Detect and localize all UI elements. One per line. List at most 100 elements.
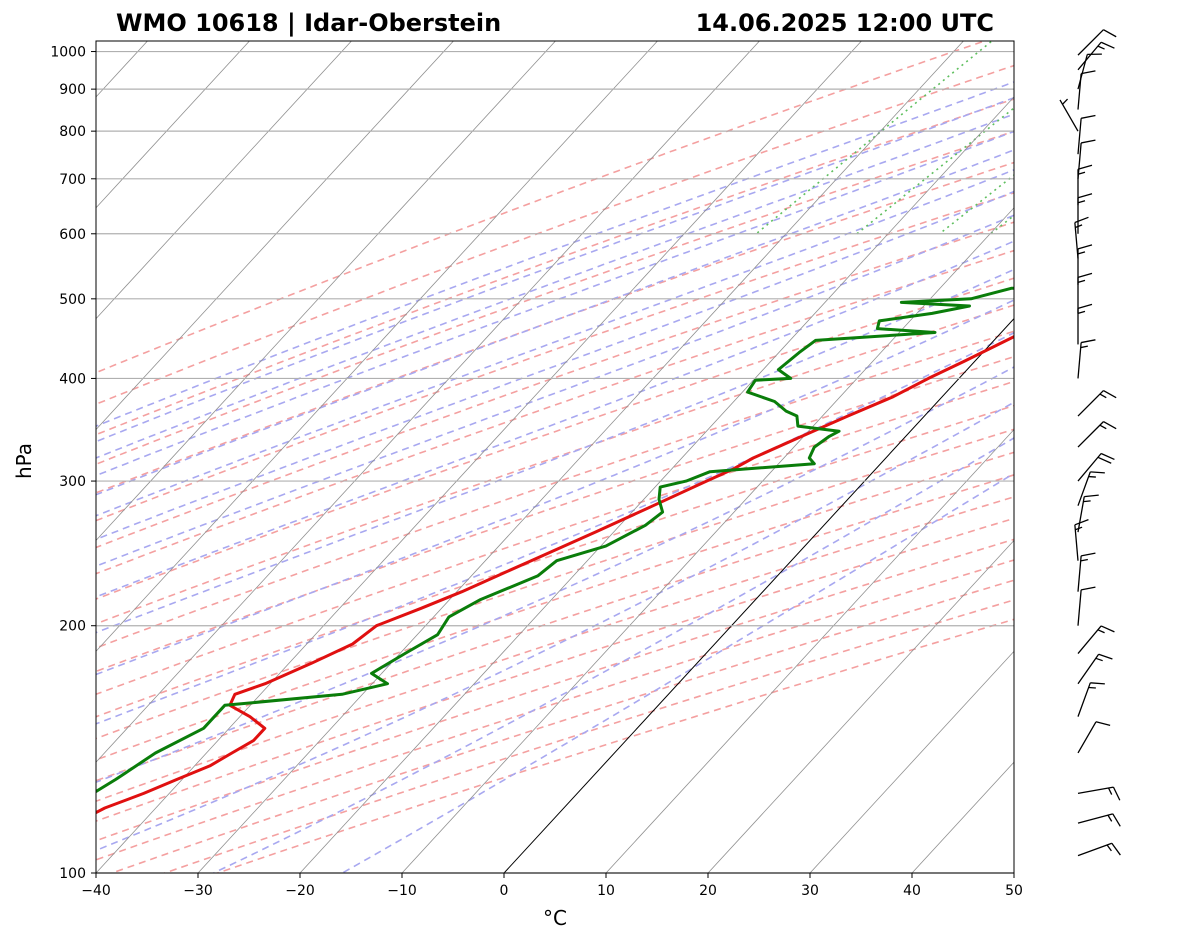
dry-adiabat xyxy=(96,496,1014,803)
x-tick-label: 30 xyxy=(801,883,819,899)
moist-adiabat xyxy=(96,331,1014,725)
wind-barb xyxy=(1077,721,1111,754)
y-tick-label: 700 xyxy=(59,172,86,188)
isotherm xyxy=(96,41,250,209)
wind-barb xyxy=(1077,70,1096,110)
wind-barb xyxy=(1077,53,1102,90)
x-tick-label: −40 xyxy=(81,883,111,899)
wind-barb xyxy=(1077,494,1099,533)
moist-adiabat xyxy=(96,299,1014,676)
isotherm xyxy=(401,207,1014,873)
isotherm xyxy=(197,41,964,873)
dry-adiabat xyxy=(96,64,1014,406)
moist-adiabat xyxy=(96,113,1014,459)
moist-adiabat xyxy=(96,81,1014,428)
isotherm xyxy=(96,41,658,652)
x-tick-label: 50 xyxy=(1005,883,1023,899)
x-tick-label: 40 xyxy=(903,883,921,899)
dry-adiabat xyxy=(96,474,1014,782)
wind-barb xyxy=(1077,813,1121,827)
wind-barb xyxy=(1077,164,1093,206)
wind-barb xyxy=(1077,339,1096,379)
wind-barb xyxy=(1077,303,1093,345)
x-tick-label: 20 xyxy=(699,883,717,899)
profile-lines xyxy=(96,286,1014,815)
wind-barb xyxy=(1077,244,1093,285)
dewpoint-line xyxy=(96,286,1014,794)
isotherm xyxy=(299,96,1014,873)
mixing-ratio-line xyxy=(856,106,1014,235)
isotherm xyxy=(605,428,1014,873)
wind-barb xyxy=(1077,786,1121,801)
wind-barb xyxy=(1077,193,1093,234)
wind-barbs xyxy=(1059,29,1121,857)
x-axis-label: °C xyxy=(543,906,567,930)
wind-barb xyxy=(1077,272,1093,314)
chart-title-datetime: 14.06.2025 12:00 UTC xyxy=(696,9,994,37)
moist-adiabat xyxy=(96,130,1014,477)
x-tick-label: −30 xyxy=(183,883,213,899)
moist-adiabat xyxy=(96,240,1014,598)
y-tick-label: 800 xyxy=(59,124,86,140)
wind-barb xyxy=(1077,625,1115,654)
y-axis: 100 200 300 400 500 600 700 800 900 1000 xyxy=(50,45,96,882)
x-tick-label: 10 xyxy=(597,883,615,899)
isotherm xyxy=(707,539,1014,873)
dry-adiabat xyxy=(96,277,1014,600)
dry-adiabat xyxy=(96,355,1014,673)
wind-barb xyxy=(1077,471,1105,506)
x-axis: −40 −30 −20 −10 0 10 20 30 40 50 xyxy=(81,873,1023,899)
isotherm xyxy=(1013,872,1014,873)
isotherm xyxy=(96,41,760,763)
y-tick-label: 600 xyxy=(59,227,86,243)
x-tick-label: −20 xyxy=(285,883,315,899)
y-tick-label: 300 xyxy=(59,474,86,490)
moist-adiabat xyxy=(96,168,1014,517)
moist-adiabat xyxy=(96,190,1014,541)
isotherm xyxy=(96,41,556,542)
moist-adiabat xyxy=(96,268,1014,634)
wind-barb xyxy=(1077,842,1121,857)
plot-frame xyxy=(95,40,1015,874)
mixing-ratio-line xyxy=(990,214,1014,235)
y-axis-label: hPa xyxy=(12,443,36,479)
wind-barb xyxy=(1077,682,1105,717)
mixing-ratio-line xyxy=(1058,34,1181,234)
wind-barb xyxy=(1059,98,1079,132)
isotherm xyxy=(809,650,1014,873)
isotherm xyxy=(96,41,352,320)
dry-adiabat xyxy=(96,380,1014,696)
pressure-gridlines xyxy=(96,50,1014,874)
isotherm xyxy=(96,41,454,431)
wind-barb xyxy=(1077,452,1115,482)
wind-barb xyxy=(1077,653,1113,685)
x-tick-label: 0 xyxy=(500,883,509,899)
wind-barb xyxy=(1077,421,1117,448)
x-tick-label: −10 xyxy=(387,883,417,899)
wind-barb xyxy=(1077,29,1117,56)
dry-adiabat xyxy=(96,41,987,374)
temperature-line xyxy=(96,335,1014,815)
dry-adiabat xyxy=(96,451,1014,761)
dry-adiabat xyxy=(96,161,1014,494)
y-tick-label: 900 xyxy=(59,82,86,98)
wind-barb xyxy=(1077,114,1096,155)
wind-barb xyxy=(1077,552,1096,592)
y-tick-label: 400 xyxy=(59,371,86,387)
moist-adiabat xyxy=(96,96,1014,443)
wind-barb xyxy=(1074,518,1089,561)
wind-barb xyxy=(1077,389,1117,417)
chart-title-station: WMO 10618 | Idar-Oberstein xyxy=(116,9,501,37)
wind-barb xyxy=(1077,586,1096,626)
y-tick-label: 200 xyxy=(59,619,86,635)
moist-adiabat xyxy=(96,366,1014,784)
zero-isotherm xyxy=(503,317,1014,873)
isotherm xyxy=(96,41,862,873)
dry-adiabat xyxy=(96,559,1014,861)
moist-adiabat xyxy=(96,214,1014,568)
dry-adiabat xyxy=(96,249,1014,575)
moist-adiabat xyxy=(96,149,1014,496)
mixing-ratio-line xyxy=(939,174,1014,235)
wind-barb xyxy=(1077,41,1115,71)
